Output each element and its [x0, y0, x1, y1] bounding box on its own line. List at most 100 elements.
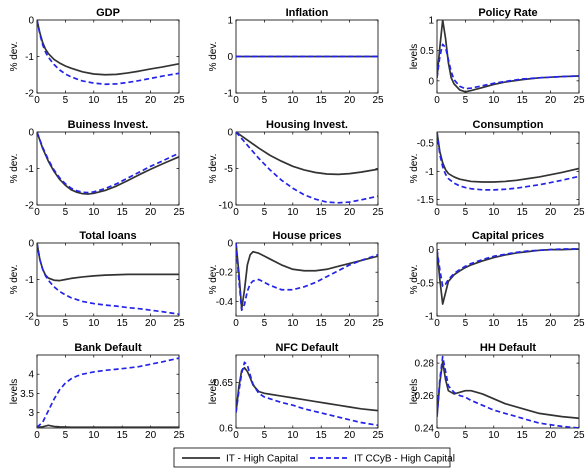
x-tick-label: 10 — [488, 318, 500, 329]
panel-title: Inflation — [286, 7, 329, 19]
x-tick-label: 10 — [287, 430, 299, 441]
x-tick-label: 25 — [372, 318, 384, 329]
y-tick-label: 0.28 — [415, 359, 435, 370]
x-tick-label: 10 — [88, 207, 100, 218]
x-tick-label: 20 — [344, 95, 356, 106]
x-tick-label: 0 — [34, 430, 40, 441]
x-tick-label: 25 — [372, 430, 384, 441]
panel-nfc-default: NFC Default levels 0 5 10 15 20 25 0.6 0.65 — [208, 342, 384, 441]
x-tick-label: 10 — [488, 207, 500, 218]
panel-title: Consumption — [473, 119, 544, 131]
y-tick-label: 4 — [28, 370, 34, 381]
y-axis-label: % dev. — [409, 154, 420, 184]
panel-title: GDP — [96, 7, 120, 19]
x-tick-label: 20 — [545, 207, 557, 218]
x-tick-label: 15 — [316, 95, 328, 106]
x-tick-label: 20 — [545, 430, 557, 441]
y-tick-label: 0 — [227, 52, 233, 63]
x-tick-label: 5 — [463, 318, 469, 329]
y-tick-label: 0.6 — [219, 424, 233, 435]
y-axis-label: % dev. — [208, 265, 219, 295]
y-axis-label: levels — [409, 379, 420, 405]
y-tick-label: -0.2 — [216, 268, 234, 279]
y-tick-label: -5 — [224, 164, 233, 175]
x-tick-label: 5 — [63, 318, 69, 329]
series-line-it-high-capital — [236, 366, 378, 413]
x-tick-label: 15 — [316, 207, 328, 218]
y-tick-label: 0.65 — [214, 378, 234, 389]
panel-gdp: GDP % dev. 0 5 10 15 20 25 -2 -1 0 — [9, 7, 185, 106]
y-tick-label: 0.24 — [415, 424, 435, 435]
panel-title: House prices — [272, 230, 341, 242]
legend-label-it-ccyb-high-capital: IT CCyB - High Capital — [354, 454, 455, 465]
x-tick-label: 25 — [173, 318, 185, 329]
series-line-it-ccyb-high-capital — [236, 361, 378, 427]
panel-housing-invest: Housing Invest. % dev. 0 5 10 15 20 25 -10 -5 0 — [208, 119, 384, 218]
panel-title: Buiness Invest. — [68, 119, 149, 131]
x-tick-label: 0 — [34, 95, 40, 106]
x-tick-label: 0 — [434, 207, 440, 218]
y-tick-label: -0.5 — [417, 139, 435, 150]
panel-policy-rate: Policy Rate levels 0 5 10 15 20 25 0 0.5 1 — [409, 7, 585, 106]
y-axis-label: % dev. — [9, 42, 20, 72]
x-tick-label: 25 — [173, 430, 185, 441]
series-line-it-high-capital — [37, 20, 179, 76]
panel-axes-box — [436, 19, 580, 94]
y-tick-label: 3 — [28, 408, 34, 419]
x-tick-label: 20 — [145, 207, 157, 218]
x-tick-label: 5 — [63, 207, 69, 218]
x-tick-label: 5 — [262, 207, 268, 218]
x-tick-label: 5 — [463, 430, 469, 441]
panel-axes-box — [436, 131, 580, 206]
y-tick-label: -1 — [425, 312, 434, 323]
y-tick-label: 0 — [428, 76, 434, 87]
x-tick-label: 0 — [233, 207, 239, 218]
y-tick-label: 0 — [227, 128, 233, 139]
panel-axes-box — [36, 19, 180, 94]
panel-inflation: Inflation% dev.0 5 10 15 20 25-101 — [208, 7, 384, 106]
x-tick-label: 20 — [545, 95, 557, 106]
y-tick-label: 0 — [28, 128, 34, 139]
series-line-it-high-capital — [37, 424, 179, 428]
x-tick-label: 0 — [34, 318, 40, 329]
series-line-it-high-capital — [437, 132, 579, 183]
y-tick-label: -1 — [25, 275, 34, 286]
x-tick-label: 25 — [573, 430, 585, 441]
x-tick-label: 5 — [463, 95, 469, 106]
panel-axes-box — [235, 354, 379, 429]
panel-bank-default: Bank Default levels 0 5 10 15 20 25 3 3.5 4 — [9, 342, 185, 441]
y-axis-label: % dev. — [208, 154, 219, 184]
x-tick-label: 15 — [517, 207, 529, 218]
y-tick-label: 3.5 — [20, 389, 34, 400]
panel-buiness-invest: Buiness Invest. % dev. 0 5 10 15 20 25 -2 -1 0 — [9, 119, 185, 218]
x-tick-label: 0 — [434, 95, 440, 106]
x-tick-label: 15 — [517, 318, 529, 329]
x-tick-label: 10 — [287, 318, 299, 329]
panel-house-prices: House prices % dev. 0 5 10 15 20 25 -0.4 -0.2 0 — [208, 230, 384, 329]
x-tick-label: 20 — [344, 207, 356, 218]
panel-title: HH Default — [480, 342, 537, 354]
y-tick-label: -0.5 — [417, 278, 435, 289]
x-tick-label: 10 — [488, 430, 500, 441]
x-tick-label: 0 — [233, 95, 239, 106]
panel-hh-default: HH Default levels 0 5 10 15 20 25 0.24 0.26 0.28 — [409, 342, 585, 441]
y-axis-label: levels — [409, 44, 420, 70]
x-tick-label: 20 — [344, 318, 356, 329]
x-tick-label: 10 — [88, 318, 100, 329]
panel-title: Housing Invest. — [266, 119, 348, 131]
x-tick-label: 25 — [372, 207, 384, 218]
y-tick-label: 0.26 — [415, 391, 435, 402]
y-axis-label: levels — [9, 379, 20, 405]
y-tick-label: -1 — [25, 52, 34, 63]
panel-title: Bank Default — [74, 342, 142, 354]
series-line-it-high-capital — [236, 243, 378, 310]
x-tick-label: 25 — [173, 95, 185, 106]
panel-axes-box — [36, 131, 180, 206]
x-tick-label: 0 — [233, 318, 239, 329]
series-line-it-high-capital — [437, 360, 579, 420]
x-tick-label: 5 — [262, 430, 268, 441]
y-tick-label: 0.5 — [420, 46, 434, 57]
x-tick-label: 10 — [88, 430, 100, 441]
panel-axes-box — [436, 354, 580, 429]
